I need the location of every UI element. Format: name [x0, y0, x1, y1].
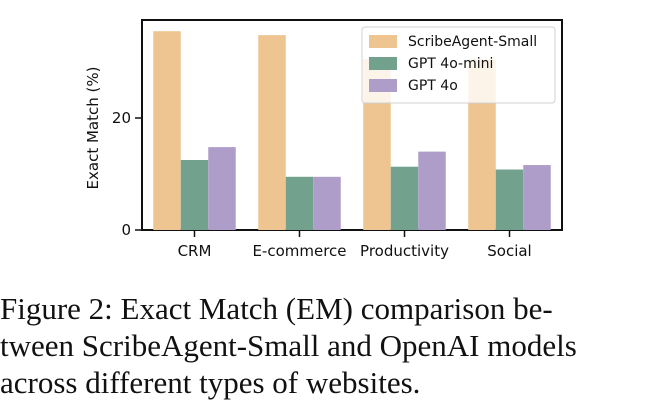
bar-chart: Exact Match (%) 0 20 CRM E-commerce Product…: [84, 19, 563, 260]
x-tick-label: E-commerce: [252, 242, 346, 260]
plot-frame: [141, 19, 563, 231]
legend-label: GPT 4o: [408, 78, 458, 94]
caption-line-3: across different types of websites.: [0, 365, 421, 400]
bar-gpt-4o-mini-productivity: [390, 166, 419, 230]
legend-frame: [361, 26, 556, 104]
bar-gpt-4o-productivity: [418, 151, 446, 230]
legend-label: GPT 4o-mini: [408, 56, 493, 72]
bar-gpt-4o-mini-social: [495, 169, 524, 230]
legend: ScribeAgent-Small GPT 4o-mini GPT 4o: [361, 26, 556, 104]
bar-gpt-4o-e-commerce: [313, 176, 341, 230]
x-tick-label: CRM: [178, 242, 212, 260]
legend-swatch: [369, 57, 397, 70]
legend-label: ScribeAgent-Small: [408, 34, 537, 50]
y-axis-label: Exact Match (%): [84, 67, 102, 190]
x-axis: CRM E-commerce Productivity Social: [178, 230, 532, 260]
bar-scribeagent-small-crm: [153, 31, 181, 231]
bar-gpt-4o-crm: [208, 147, 236, 230]
legend-swatch: [369, 35, 397, 48]
legend-swatch: [369, 79, 397, 92]
caption-line-1: Figure 2: Exact Match (EM) comparison be…: [0, 291, 553, 326]
bar-gpt-4o-mini-crm: [180, 160, 209, 230]
bar-gpt-4o-social: [523, 165, 551, 230]
y-tick-label: 20: [112, 109, 131, 127]
x-tick-label: Social: [487, 242, 531, 260]
y-tick-label: 0: [121, 221, 131, 239]
bar-gpt-4o-mini-e-commerce: [285, 176, 314, 230]
caption-line-2: tween ScribeAgent-Small and OpenAI model…: [0, 328, 577, 363]
y-axis: 0 20: [112, 109, 142, 239]
bar-scribeagent-small-e-commerce: [258, 35, 286, 231]
figure-caption: Figure 2: Exact Match (EM) comparison be…: [0, 290, 666, 401]
x-tick-label: Productivity: [360, 242, 449, 260]
